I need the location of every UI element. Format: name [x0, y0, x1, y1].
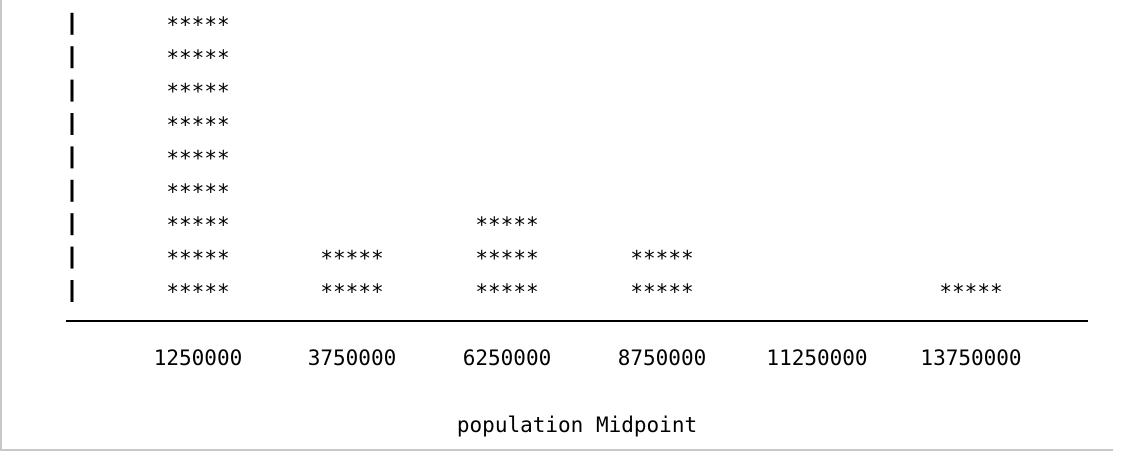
x-tick-label-6250000: 6250000: [463, 346, 552, 370]
x-tick-label-8750000: 8750000: [618, 346, 707, 370]
bar-segment-3750000-1: *****: [320, 280, 383, 304]
y-tick-label-10: 10: [27, 0, 52, 3]
bar-segment-1250000-3: *****: [166, 213, 229, 237]
bar-segment-6250000-3: *****: [475, 213, 538, 237]
x-tick-labels: 1250000 3750000 6250000 8750000 11250000 1375…: [154, 346, 1022, 370]
bar-segment-1250000-2: *****: [166, 247, 229, 271]
bar-segment-1250000-5: *****: [166, 146, 229, 170]
bar-segment-1250000-8: *****: [166, 46, 229, 70]
bar-segment-3750000-2: *****: [320, 247, 383, 271]
x-tick-label-13750000: 13750000: [920, 346, 1021, 370]
bar-segment-1250000-9: *****: [166, 13, 229, 37]
bar-segment-1250000-6: *****: [166, 113, 229, 137]
bar-segment-1250000-4: *****: [166, 180, 229, 204]
bar-segment-13750000-1: *****: [939, 280, 1002, 304]
bar-segment-6250000-1: *****: [475, 280, 538, 304]
bar-segment-8750000-2: *****: [630, 247, 693, 271]
bars: ***** ***** ***** ***** ***** ***** ***** *****…: [166, 13, 1002, 304]
bar-segment-8750000-1: *****: [630, 280, 693, 304]
bar-segment-6250000-2: *****: [475, 247, 538, 271]
x-tick-label-3750000: 3750000: [308, 346, 397, 370]
chart-frame: [0, 0, 1113, 451]
x-axis-label: population Midpoint: [457, 413, 697, 437]
bar-segment-1250000-7: *****: [166, 80, 229, 104]
x-tick-label-1250000: 1250000: [154, 346, 243, 370]
bar-segment-1250000-1: *****: [166, 280, 229, 304]
y-axis: 10: [27, 0, 74, 302]
x-tick-label-11250000: 11250000: [766, 346, 867, 370]
